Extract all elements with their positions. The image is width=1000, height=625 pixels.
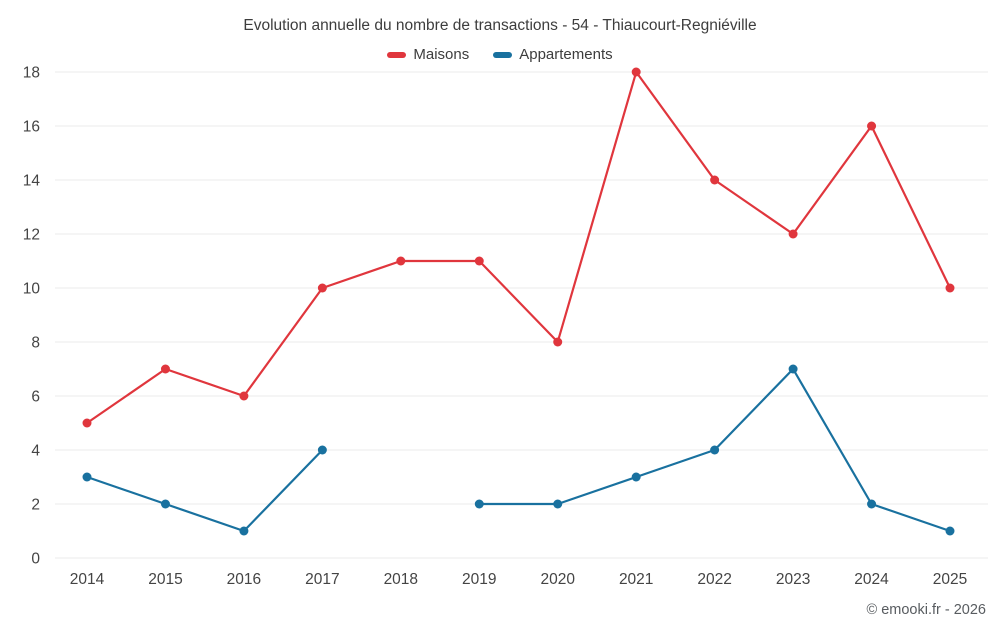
credit-text: © emooki.fr - 2026: [866, 602, 986, 618]
data-point[interactable]: [239, 526, 249, 536]
data-point[interactable]: [945, 526, 955, 536]
legend-swatch-appartements-icon: [493, 51, 513, 58]
y-tick-label: 0: [31, 551, 40, 568]
data-point[interactable]: [710, 175, 720, 185]
data-point[interactable]: [474, 499, 484, 509]
x-tick-label: 2022: [697, 571, 731, 588]
series-maisons[interactable]: [82, 67, 955, 428]
y-tick-label: 14: [23, 173, 41, 190]
x-tick-label: 2021: [619, 571, 653, 588]
data-point[interactable]: [160, 364, 170, 374]
x-tick-label: 2015: [148, 571, 182, 588]
y-tick-label: 12: [23, 227, 40, 244]
x-tick-label: 2024: [854, 571, 889, 588]
data-point[interactable]: [553, 337, 563, 347]
data-point[interactable]: [160, 499, 170, 509]
chart-title: Evolution annuelle du nombre de transact…: [243, 17, 757, 34]
x-tick-label: 2025: [933, 571, 967, 588]
chart-legend: Maisons Appartements: [0, 46, 1000, 63]
y-tick-label: 18: [23, 65, 40, 82]
data-point[interactable]: [945, 283, 955, 293]
data-point[interactable]: [867, 121, 877, 131]
data-point[interactable]: [788, 229, 798, 239]
y-tick-label: 4: [31, 443, 40, 460]
data-point[interactable]: [867, 499, 877, 509]
data-point[interactable]: [239, 391, 249, 401]
y-tick-label: 6: [31, 389, 40, 406]
data-point[interactable]: [474, 256, 484, 266]
legend-item-appartements[interactable]: Appartements: [493, 46, 613, 63]
y-tick-label: 10: [23, 281, 41, 298]
legend-label-appartements: Appartements: [519, 46, 613, 63]
data-point[interactable]: [631, 67, 641, 77]
x-tick-label: 2018: [384, 571, 418, 588]
series-line[interactable]: [85, 70, 952, 425]
data-point[interactable]: [82, 472, 92, 482]
data-point[interactable]: [553, 499, 563, 509]
x-tick-label: 2019: [462, 571, 496, 588]
series-appartements[interactable]: [82, 364, 955, 536]
data-point[interactable]: [317, 445, 327, 455]
y-tick-label: 2: [31, 497, 40, 514]
x-tick-label: 2016: [227, 571, 261, 588]
legend-label-maisons: Maisons: [413, 46, 470, 63]
y-tick-label: 8: [31, 335, 40, 352]
data-point[interactable]: [317, 283, 327, 293]
data-point[interactable]: [710, 445, 720, 455]
x-tick-label: 2023: [776, 571, 810, 588]
x-tick-label: 2020: [540, 571, 575, 588]
grid: 0 2 4 6 8 10 12 14 16 18 2014 2015 2016 2017 2018 2019 2…: [23, 65, 988, 588]
y-tick-label: 16: [23, 119, 40, 136]
data-point[interactable]: [396, 256, 406, 266]
x-tick-label: 2017: [305, 571, 339, 588]
legend-item-maisons[interactable]: Maisons: [387, 46, 469, 63]
legend-swatch-maisons-icon: [387, 51, 407, 58]
x-tick-label: 2014: [70, 571, 105, 588]
data-point[interactable]: [82, 418, 92, 428]
data-point[interactable]: [631, 472, 641, 482]
data-point[interactable]: [788, 364, 798, 374]
